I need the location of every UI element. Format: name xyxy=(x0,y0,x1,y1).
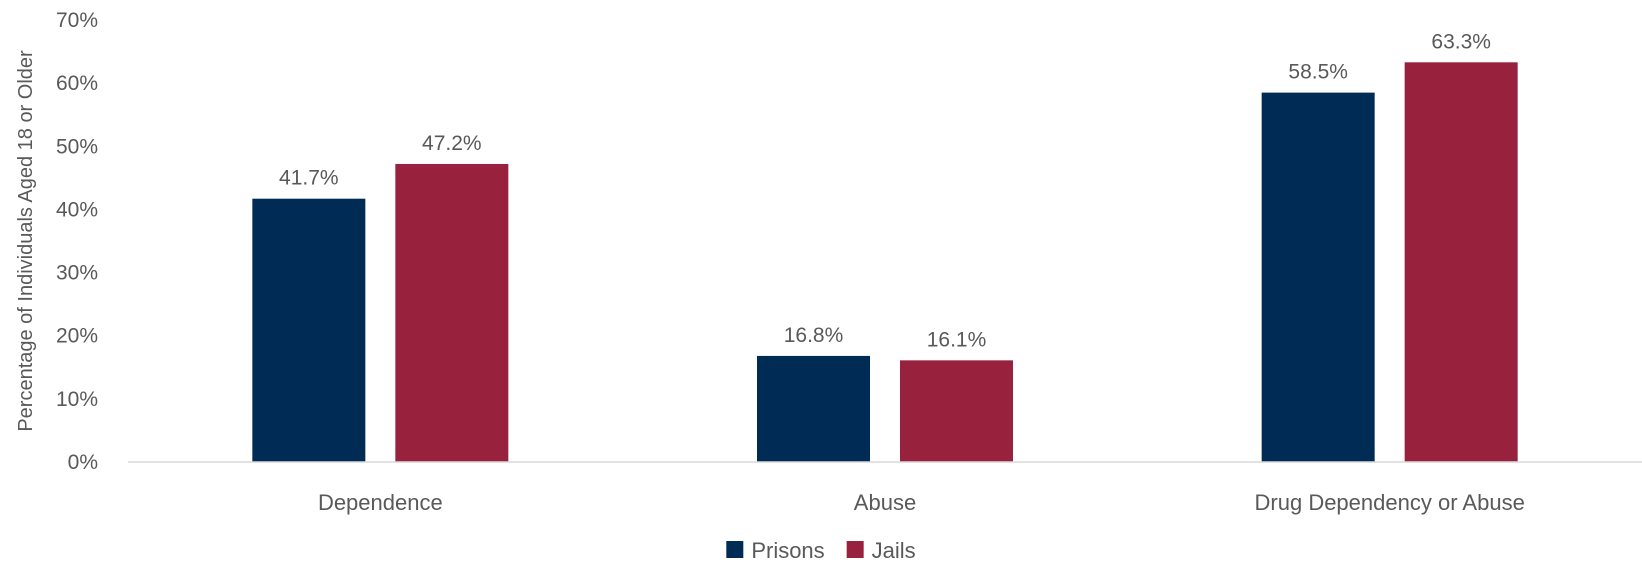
y-tick-label: 20% xyxy=(56,325,98,348)
y-tick-label: 50% xyxy=(56,135,98,158)
bar-prisons-dependence[interactable] xyxy=(252,198,366,463)
legend-swatch-prisons xyxy=(726,541,744,558)
data-label: 63.3% xyxy=(1431,30,1491,53)
x-axis-category-labels: Dependence Abuse Drug Dependency or Abuse xyxy=(318,490,1525,515)
y-axis-title: Percentage of Individuals Aged 18 or Old… xyxy=(15,50,37,432)
bar-prisons-abuse[interactable] xyxy=(757,355,870,462)
legend-swatch-jails xyxy=(846,541,864,558)
y-tick-label: 40% xyxy=(56,198,98,221)
bar-jails-drug-dependency-or-abuse[interactable] xyxy=(1404,62,1518,462)
bar-jails-abuse[interactable] xyxy=(900,360,1013,462)
data-label: 16.1% xyxy=(927,328,987,351)
x-category-label: Dependence xyxy=(318,490,443,515)
legend[interactable]: Prisons Jails xyxy=(726,538,916,563)
y-tick-label: 70% xyxy=(56,9,98,32)
legend-label-prisons[interactable]: Prisons xyxy=(751,538,824,563)
data-label: 41.7% xyxy=(279,167,339,190)
y-tick-label: 0% xyxy=(68,451,98,474)
data-label: 47.2% xyxy=(422,132,482,155)
bars-group: 41.7% 47.2% 16.8% 16.1% 58.5% 63.3% xyxy=(252,30,1518,463)
x-category-label: Abuse xyxy=(854,490,916,515)
legend-label-jails[interactable]: Jails xyxy=(872,538,916,563)
x-category-label: Drug Dependency or Abuse xyxy=(1255,490,1525,515)
data-label: 16.8% xyxy=(784,324,844,347)
data-label: 58.5% xyxy=(1288,61,1348,84)
y-tick-label: 60% xyxy=(56,72,98,95)
y-tick-label: 30% xyxy=(56,262,98,285)
y-tick-label: 10% xyxy=(56,388,98,411)
bar-prisons-drug-dependency-or-abuse[interactable] xyxy=(1261,92,1375,462)
y-axis-title-group: Percentage of Individuals Aged 18 or Old… xyxy=(15,50,37,432)
y-axis-ticks: 0% 10% 20% 30% 40% 50% 60% 70% xyxy=(56,9,98,474)
bar-jails-dependence[interactable] xyxy=(395,163,509,463)
